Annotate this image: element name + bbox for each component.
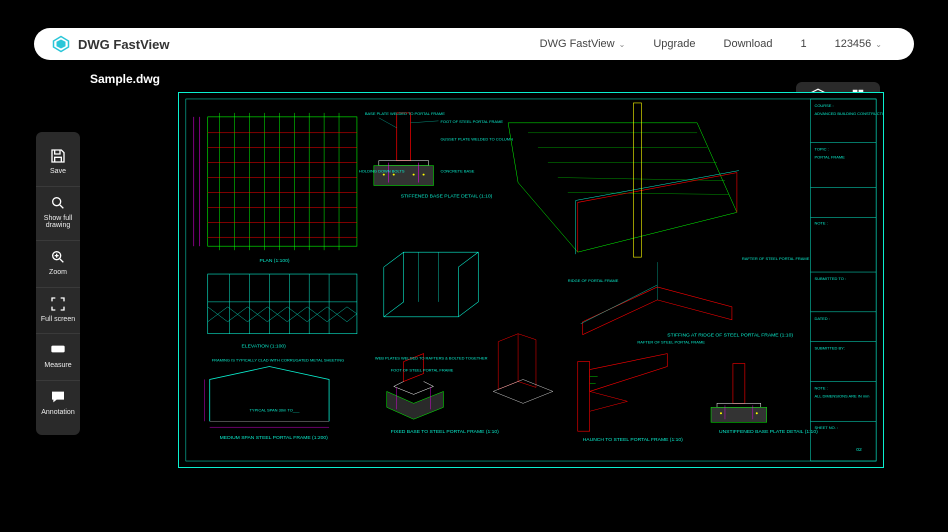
brand-icon [52, 35, 70, 53]
fullscreen-button[interactable]: Full screen [36, 288, 80, 335]
brand: DWG FastView [52, 35, 170, 53]
svg-text:NOTE :: NOTE : [814, 385, 827, 390]
measure-icon [36, 342, 80, 358]
svg-text:FIXED BASE TO STEEL PORTAL FRA: FIXED BASE TO STEEL PORTAL FRAME (1:10) [391, 429, 499, 435]
product-dropdown[interactable]: DWG FastView ⌄ [540, 38, 626, 50]
svg-text:STIFFENED BASE PLATE DETAIL (1: STIFFENED BASE PLATE DETAIL (1:10) [401, 193, 493, 199]
svg-text:COURSE :: COURSE : [814, 103, 833, 108]
brand-text: DWG FastView [78, 37, 170, 52]
account-label: 123456 [835, 38, 872, 50]
svg-text:ELEVATION (1:100): ELEVATION (1:100) [242, 344, 287, 350]
drawing-canvas[interactable]: COURSE : ADVANCED BUILDING CONSTRUCTION … [178, 92, 884, 468]
svg-text:HAUNCH TO STEEL PORTAL FRAME (: HAUNCH TO STEEL PORTAL FRAME (1:10) [583, 437, 683, 443]
svg-text:GUSSET PLATE WELDED TO COLUMN: GUSSET PLATE WELDED TO COLUMN [440, 137, 513, 142]
svg-text:CONCRETE BASE: CONCRETE BASE [440, 169, 474, 174]
download-link[interactable]: Download [724, 38, 773, 50]
file-name: Sample.dwg [90, 72, 160, 86]
svg-text:02: 02 [856, 447, 862, 453]
chevron-down-icon: ⌄ [875, 40, 882, 49]
fullscreen-label: Full screen [36, 316, 80, 324]
zoom-button[interactable]: Zoom [36, 241, 80, 288]
svg-text:NOTE :: NOTE : [814, 220, 827, 225]
fit-icon [36, 195, 80, 211]
top-bar: DWG FastView DWG FastView ⌄ Upgrade Down… [34, 28, 914, 60]
drawing-svg: COURSE : ADVANCED BUILDING CONSTRUCTION … [179, 93, 883, 467]
svg-text:RAFTER OF STEEL PORTAL FRAME: RAFTER OF STEEL PORTAL FRAME [637, 340, 705, 345]
account-dropdown[interactable]: 123456 ⌄ [835, 38, 882, 50]
svg-text:UNSTIFFENED BASE PLATE DETAIL: UNSTIFFENED BASE PLATE DETAIL (1:10) [719, 429, 818, 435]
save-button[interactable]: Save [36, 140, 80, 187]
notification-count[interactable]: 1 [800, 38, 806, 50]
measure-label: Measure [36, 362, 80, 370]
fullscreen-icon [36, 296, 80, 312]
svg-text:SUBMITTED TO :: SUBMITTED TO : [814, 276, 846, 281]
svg-text:ALL DIMENSIONS ARE IN mm: ALL DIMENSIONS ARE IN mm [814, 393, 870, 398]
annotation-icon [36, 389, 80, 405]
svg-text:BASE PLATE WELDED TO PORTAL FR: BASE PLATE WELDED TO PORTAL FRAME [365, 111, 445, 116]
save-label: Save [36, 168, 80, 176]
svg-text:TYPICAL SPAN 30m TO___: TYPICAL SPAN 30m TO___ [250, 407, 301, 412]
svg-text:SUBMITTED BY:: SUBMITTED BY: [814, 346, 844, 351]
chevron-down-icon: ⌄ [619, 40, 626, 49]
showfull-button[interactable]: Show full drawing [36, 187, 80, 241]
svg-text:SHEET NO. :: SHEET NO. : [814, 425, 838, 430]
svg-text:DATED :: DATED : [814, 316, 829, 321]
svg-text:RIDGE OF PORTAL FRAME: RIDGE OF PORTAL FRAME [568, 278, 619, 283]
svg-text:RAFTER OF STEEL PORTAL FRAME: RAFTER OF STEEL PORTAL FRAME [742, 256, 810, 261]
zoom-icon [36, 249, 80, 265]
svg-text:MEDIUM SPAN STEEL PORTAL FRAM: MEDIUM SPAN STEEL PORTAL FRAME (1:200) [220, 435, 328, 441]
left-toolbar: Save Show full drawing Zoom Full screen … [36, 132, 80, 435]
svg-text:TOPIC :: TOPIC : [814, 147, 828, 152]
svg-text:PLAN (1:100): PLAN (1:100) [259, 258, 289, 264]
annotation-label: Annotation [36, 409, 80, 417]
zoom-label: Zoom [36, 269, 80, 277]
measure-button[interactable]: Measure [36, 334, 80, 381]
upgrade-link[interactable]: Upgrade [653, 38, 695, 50]
dropdown-label: DWG FastView [540, 38, 615, 50]
svg-text:FOOT OF STEEL PORTAL FRAME: FOOT OF STEEL PORTAL FRAME [440, 119, 503, 124]
save-icon [36, 148, 80, 164]
svg-text:ADVANCED BUILDING CONSTRUCTION: ADVANCED BUILDING CONSTRUCTION - I [814, 111, 883, 116]
svg-text:STIFFING AT RIDGE OF STEEL POR: STIFFING AT RIDGE OF STEEL PORTAL FRAME … [667, 333, 793, 339]
svg-text:FOOT OF STEEL PORTAL FRAME: FOOT OF STEEL PORTAL FRAME [391, 368, 454, 373]
annotation-button[interactable]: Annotation [36, 381, 80, 427]
svg-text:PORTAL FRAME: PORTAL FRAME [814, 155, 845, 160]
svg-text:FRAMING IS TYPICALLY CLAD WITH: FRAMING IS TYPICALLY CLAD WITH CORRUGATE… [212, 358, 344, 363]
svg-text:WEB PLATES WELDED TO RAFTERS &: WEB PLATES WELDED TO RAFTERS & BOLTED TO… [375, 356, 488, 361]
showfull-label: Show full drawing [36, 215, 80, 230]
svg-text:HOLDING DOWN BOLTS: HOLDING DOWN BOLTS [359, 169, 405, 174]
